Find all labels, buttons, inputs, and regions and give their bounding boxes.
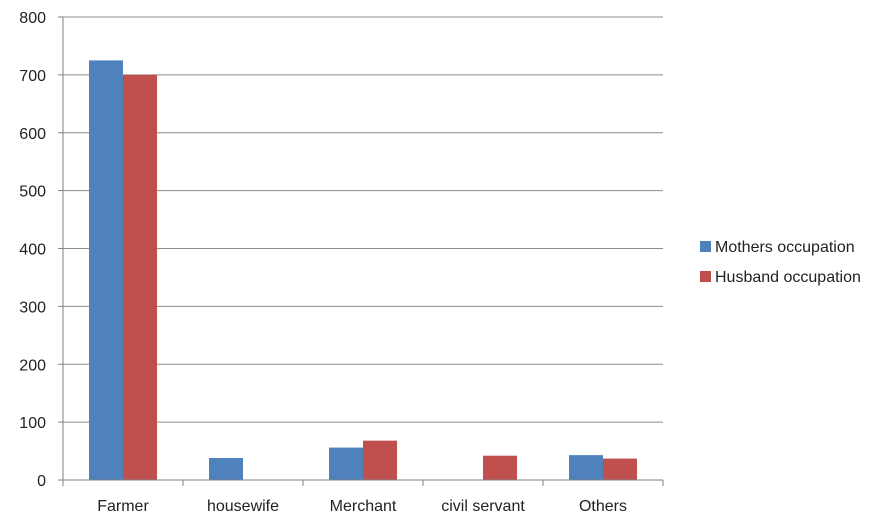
bar	[209, 458, 243, 480]
x-tick-label: Merchant	[330, 498, 397, 515]
y-tick-label: 600	[19, 126, 46, 143]
y-axis-tick-labels: 0 100 200 300 400 500 600 700 800	[19, 10, 46, 490]
legend-swatch	[700, 241, 711, 252]
gridlines	[63, 16, 663, 423]
y-tick-label: 0	[37, 473, 46, 490]
bar	[569, 455, 603, 480]
x-tick-label: civil servant	[441, 498, 525, 515]
bar	[363, 440, 397, 480]
y-tick-label: 800	[19, 10, 46, 27]
bar	[329, 447, 363, 480]
bar	[89, 60, 123, 480]
y-tick-label: 300	[19, 299, 46, 316]
y-tick-label: 200	[19, 357, 46, 374]
y-tick-label: 400	[19, 242, 46, 259]
legend-swatch	[700, 271, 711, 282]
legend-label: Husband occupation	[715, 269, 861, 286]
x-tick-label: Others	[579, 498, 627, 515]
axes	[58, 16, 664, 486]
x-tick-label: Farmer	[97, 498, 149, 515]
bar	[603, 458, 637, 480]
legend-label: Mothers occupation	[715, 239, 855, 256]
bar	[123, 74, 157, 480]
x-tick-label: housewife	[207, 498, 279, 515]
y-tick-label: 700	[19, 68, 46, 85]
bar	[483, 455, 517, 480]
legend: Mothers occupation Husband occupation	[700, 239, 861, 286]
x-axis-tick-labels: Farmer housewife Merchant civil servant Othe…	[97, 498, 627, 515]
y-tick-label: 100	[19, 415, 46, 432]
y-tick-label: 500	[19, 184, 46, 201]
bars	[89, 60, 637, 480]
